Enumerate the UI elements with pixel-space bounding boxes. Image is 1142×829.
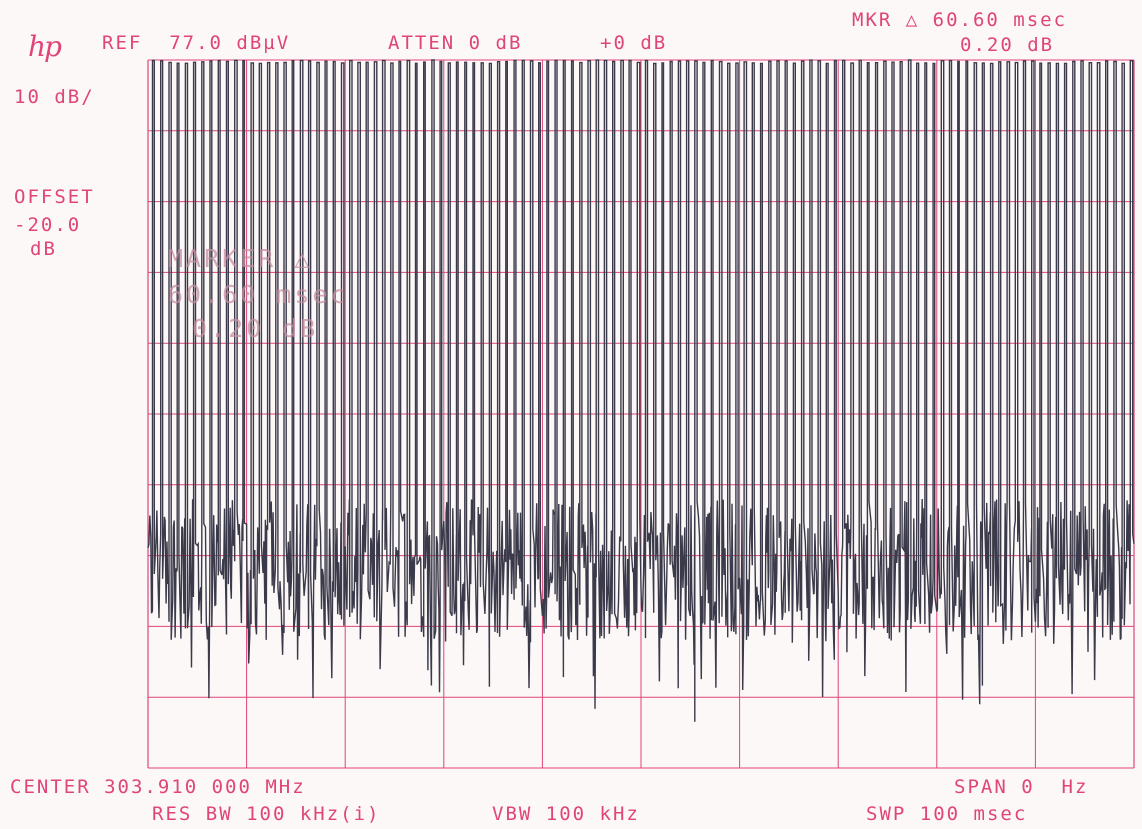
marker-delta-level: 0.20 dB	[960, 34, 1055, 56]
offset-value: -20.0	[14, 214, 82, 236]
marker-overlay-level: 0.20 dB	[192, 314, 319, 343]
center-frequency: CENTER 303.910 000 MHz	[10, 776, 306, 798]
attenuation: ATTEN 0 dB	[388, 32, 523, 54]
offset-db: +0 dB	[600, 32, 668, 54]
graticule	[147, 59, 1135, 769]
hp-logo: hp	[28, 30, 62, 63]
scale-per-div: 10 dB/	[14, 86, 95, 108]
trace-line	[147, 59, 1135, 722]
offset-label: OFFSET	[14, 186, 95, 208]
marker-delta-time: MKR △ 60.60 msec	[852, 9, 1068, 31]
trace-layer	[147, 59, 1135, 722]
reference-level: REF 77.0 dBµV	[102, 32, 291, 54]
sweep-time: SWP 100 msec	[866, 803, 1028, 825]
resolution-bandwidth: RES BW 100 kHz(i)	[152, 803, 381, 825]
frequency-span: SPAN 0 Hz	[954, 776, 1089, 798]
offset-unit: dB	[30, 238, 57, 260]
marker-overlay-title: MARKER △	[168, 244, 313, 273]
video-bandwidth: VBW 100 kHz	[492, 803, 640, 825]
marker-overlay-time: 60.60 msec	[168, 280, 349, 309]
